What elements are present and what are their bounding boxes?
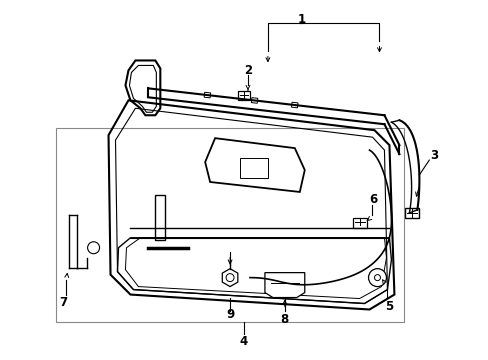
Text: 5: 5: [385, 300, 393, 313]
Polygon shape: [251, 98, 257, 103]
Circle shape: [368, 269, 386, 287]
Text: 6: 6: [368, 193, 377, 206]
Bar: [155, 195, 165, 240]
Text: 9: 9: [225, 308, 234, 321]
Text: 3: 3: [429, 149, 437, 162]
Text: 4: 4: [240, 335, 247, 348]
Text: 7: 7: [60, 296, 68, 309]
Bar: [405, 208, 419, 218]
Text: 2: 2: [244, 64, 251, 77]
Bar: [352, 218, 366, 228]
Polygon shape: [264, 273, 304, 298]
Text: 8: 8: [280, 313, 288, 326]
Polygon shape: [222, 269, 237, 287]
Bar: [240, 158, 267, 178]
Polygon shape: [203, 92, 210, 98]
Bar: [238, 91, 249, 100]
Text: 1: 1: [297, 13, 305, 26]
Bar: [56, 128, 404, 323]
Polygon shape: [291, 102, 297, 108]
